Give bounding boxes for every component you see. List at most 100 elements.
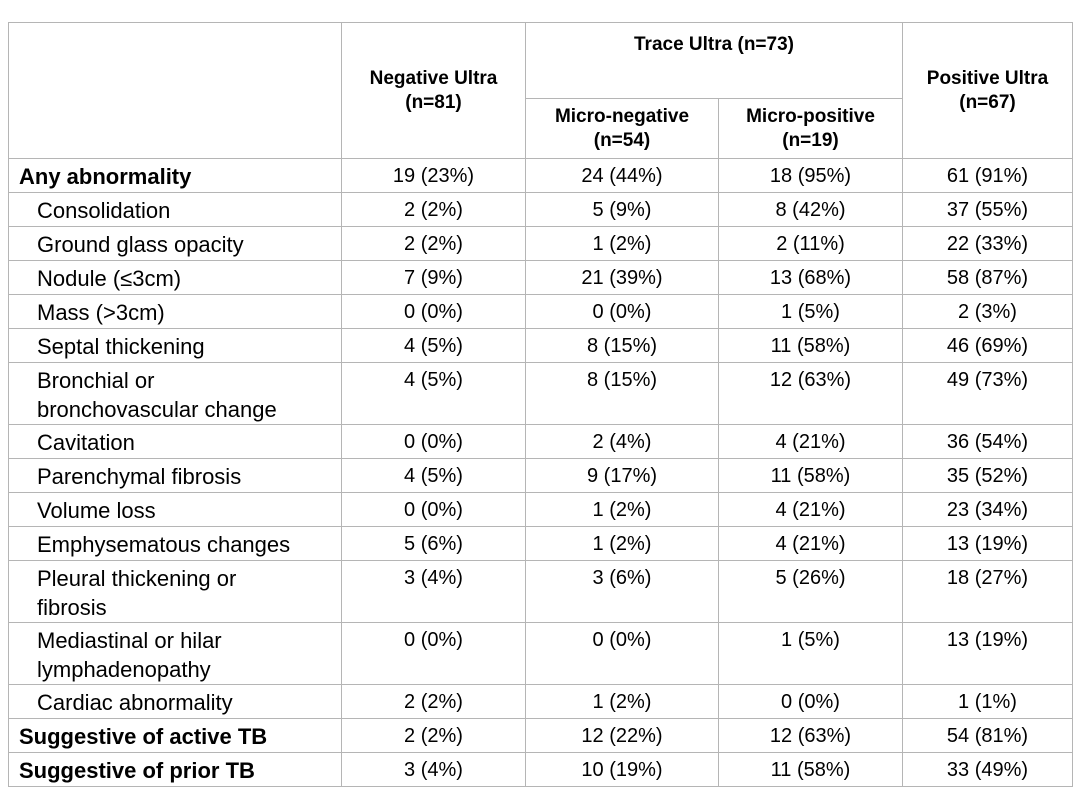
page: {"header": { "negative": ["Negative Ultr…: [8, 22, 1073, 787]
row-label-cell: Emphysematous changes: [8, 526, 342, 561]
row-label: Nodule (≤3cm): [37, 266, 182, 291]
row-label: Mediastinal or hilar: [37, 628, 222, 653]
row-label-cell: Suggestive of active TB: [8, 718, 342, 753]
value-cell: 35 (52%): [902, 458, 1073, 493]
value-cell: 12 (22%): [525, 718, 719, 753]
value-cell: 54 (81%): [902, 718, 1073, 753]
value-cell: 58 (87%): [902, 260, 1073, 295]
value-cell: 3 (6%): [525, 560, 719, 623]
value-cell: 49 (73%): [902, 362, 1073, 425]
table-row: Bronchial or bronchovascular change 4 (5%)…: [8, 362, 1073, 425]
row-label: Emphysematous changes: [37, 532, 291, 557]
header-text: Positive Ultra: [926, 67, 1049, 89]
value-cell: 5 (9%): [525, 192, 719, 227]
value-cell: 8 (42%): [718, 192, 903, 227]
table-row: Cardiac abnormality 2 (2%) 1 (2%) 0 (0%) 1 (…: [8, 684, 1073, 719]
row-label: Pleural thickening or: [37, 566, 237, 591]
row-label: lymphadenopathy: [37, 657, 211, 682]
row-label-cell: Consolidation: [8, 192, 342, 227]
value-cell: 0 (0%): [525, 294, 719, 329]
header-row: Negative Ultra (n=81) Trace Ultra (n=73)…: [8, 22, 1073, 159]
value-cell: 0 (0%): [341, 294, 526, 329]
value-cell: 18 (27%): [902, 560, 1073, 623]
row-label-cell: Ground glass opacity: [8, 226, 342, 261]
value-cell: 1 (1%): [902, 684, 1073, 719]
table-row: Suggestive of active TB 2 (2%) 12 (22%) 12 …: [8, 718, 1073, 753]
value-cell: 37 (55%): [902, 192, 1073, 227]
value-cell: 4 (5%): [341, 362, 526, 425]
row-label: Volume loss: [37, 498, 156, 523]
table-row: Parenchymal fibrosis 4 (5%) 9 (17%) 11 (58%…: [8, 458, 1073, 493]
value-cell: 0 (0%): [341, 424, 526, 459]
value-cell: 4 (5%): [341, 328, 526, 363]
row-label-cell: Parenchymal fibrosis: [8, 458, 342, 493]
value-cell: 11 (58%): [718, 458, 903, 493]
value-cell: 7 (9%): [341, 260, 526, 295]
value-cell: 0 (0%): [341, 622, 526, 685]
value-cell: 4 (21%): [718, 492, 903, 527]
value-cell: 5 (6%): [341, 526, 526, 561]
row-label: Cardiac abnormality: [37, 690, 233, 715]
header-text: Trace Ultra (n=73): [634, 34, 794, 55]
header-cell: Negative Ultra (n=81): [341, 22, 526, 159]
row-label-cell: Pleural thickening or fibrosis: [8, 560, 342, 623]
header-text: (n=81): [405, 91, 462, 113]
table-body: Any abnormality 19 (23%) 24 (44%) 18 (95%) 6…: [8, 158, 1073, 787]
header-text: (n=19): [782, 129, 839, 151]
row-label: Suggestive of prior TB: [19, 758, 255, 783]
value-cell: 36 (54%): [902, 424, 1073, 459]
row-label-cell: Volume loss: [8, 492, 342, 527]
table-row: Cavitation 0 (0%) 2 (4%) 4 (21%) 36 (54%): [8, 424, 1073, 459]
value-cell: 2 (2%): [341, 226, 526, 261]
header-row: Micro-negative (n=54) Micro-positive (n=…: [9, 98, 1073, 159]
row-label: Parenchymal fibrosis: [37, 464, 242, 489]
table-row: Ground glass opacity 2 (2%) 1 (2%) 2 (11%) 2…: [8, 226, 1073, 261]
row-label: Cavitation: [37, 430, 135, 455]
table-row: Mass (>3cm) 0 (0%) 0 (0%) 1 (5%) 2 (3%): [8, 294, 1073, 329]
value-cell: 2 (11%): [718, 226, 903, 261]
value-cell: 23 (34%): [902, 492, 1073, 527]
row-label-cell: Mediastinal or hilar lymphadenopathy: [8, 622, 342, 685]
value-cell: 1 (2%): [525, 492, 719, 527]
row-label: Consolidation: [37, 198, 171, 223]
row-label-cell: Septal thickening: [8, 328, 342, 363]
value-cell: 1 (2%): [525, 226, 719, 261]
value-cell: 0 (0%): [718, 684, 903, 719]
header-text: Negative Ultra: [369, 67, 498, 89]
value-cell: 1 (2%): [525, 684, 719, 719]
header-text: (n=67): [959, 91, 1016, 113]
row-label: fibrosis: [37, 595, 107, 620]
value-cell: 2 (3%): [902, 294, 1073, 329]
value-cell: 2 (4%): [525, 424, 719, 459]
table-row: Septal thickening 4 (5%) 8 (15%) 11 (58%) 46…: [8, 328, 1073, 363]
row-label-cell: Bronchial or bronchovascular change: [8, 362, 342, 425]
value-cell: 4 (21%): [718, 526, 903, 561]
value-cell: 3 (4%): [341, 560, 526, 623]
value-cell: 22 (33%): [902, 226, 1073, 261]
row-label-cell: Cardiac abnormality: [8, 684, 342, 719]
value-cell: 4 (21%): [718, 424, 903, 459]
header-cell: Micro-negative (n=54): [525, 98, 719, 159]
value-cell: 0 (0%): [341, 492, 526, 527]
row-label: Mass (>3cm): [37, 300, 165, 325]
row-label-cell: Nodule (≤3cm): [8, 260, 342, 295]
value-cell: 8 (15%): [525, 328, 719, 363]
value-cell: 13 (68%): [718, 260, 903, 295]
header-cell: Micro-positive (n=19): [718, 98, 903, 159]
value-cell: 1 (2%): [525, 526, 719, 561]
value-cell: 9 (17%): [525, 458, 719, 493]
value-cell: 24 (44%): [525, 158, 719, 193]
header-text: Micro-negative: [554, 105, 690, 127]
value-cell: 2 (2%): [341, 684, 526, 719]
header-cell: Positive Ultra (n=67): [902, 22, 1073, 159]
value-cell: 12 (63%): [718, 718, 903, 753]
value-cell: 11 (58%): [718, 328, 903, 363]
value-cell: 12 (63%): [718, 362, 903, 425]
row-label: Any abnormality: [19, 164, 192, 189]
value-cell: 21 (39%): [525, 260, 719, 295]
row-label-cell: Any abnormality: [8, 158, 342, 193]
table-row: Emphysematous changes 5 (6%) 1 (2%) 4 (21%)…: [8, 526, 1073, 561]
table-row: Volume loss 0 (0%) 1 (2%) 4 (21%) 23 (34%): [8, 492, 1073, 527]
value-cell: 13 (19%): [902, 622, 1073, 685]
row-label-cell: Cavitation: [8, 424, 342, 459]
